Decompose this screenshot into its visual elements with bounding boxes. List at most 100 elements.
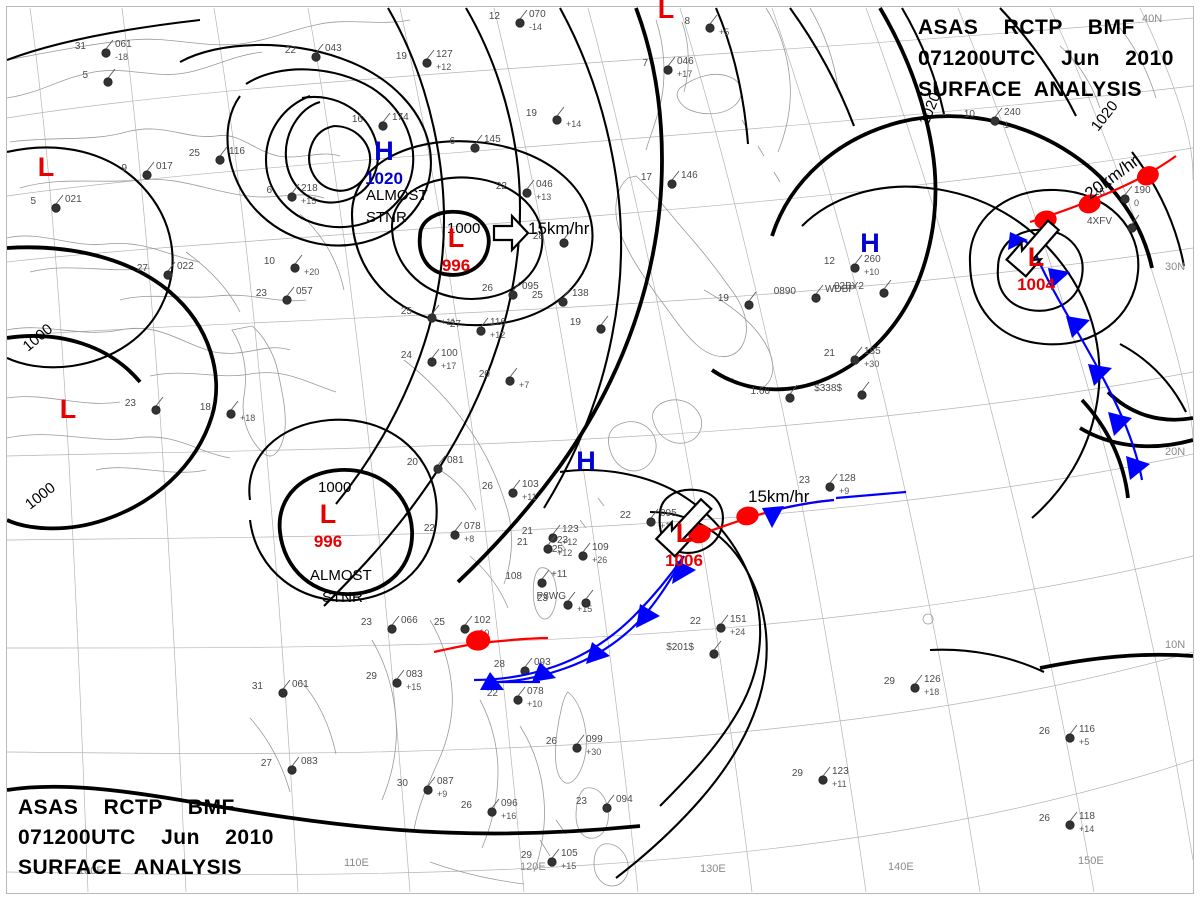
isobar-label: 1000 [318, 479, 351, 496]
station-pressure: 096 [501, 798, 518, 809]
station-pressure-tendency: +12 [557, 548, 572, 558]
station-pressure-tendency: +10 [864, 267, 879, 277]
low-pressure-center: L 1006 [665, 518, 703, 570]
station-plot: 6 145 [449, 134, 501, 153]
station-plot: 25 138 [532, 288, 589, 307]
wind-barb-icon [552, 524, 561, 535]
station-pressure: +11 [551, 569, 568, 580]
station-temperature: 29 [884, 676, 896, 687]
wind-barb-icon [282, 679, 291, 690]
wind-barb-icon [854, 346, 863, 357]
station-plot: 26 099 +30 [546, 734, 603, 757]
station-temperature: 12 [489, 11, 501, 22]
station-temperature: 25 [189, 148, 201, 159]
station-pressure-tendency: +15 [577, 604, 592, 614]
wind-barb-icon [526, 179, 535, 190]
station-temperature: 108 [505, 571, 522, 582]
low-pressure-center: L [38, 152, 55, 182]
wind-barb-icon [562, 288, 571, 299]
station-pressure: 099 [586, 734, 603, 745]
title-top-line3: SURFACE ANALYSIS [918, 78, 1142, 101]
station-pressure: 100 [441, 348, 458, 359]
title-top-line2: 071200UTC Jun 2010 [918, 47, 1174, 70]
station-temperature: 23 [256, 288, 268, 299]
wind-barb-icon [167, 261, 176, 272]
station-pressure: 095 [522, 281, 539, 292]
wind-barb-icon [748, 291, 757, 302]
wind-barb-icon [464, 615, 473, 626]
station-temperature: 25 [434, 617, 446, 628]
station-pressure: 118 [1079, 811, 1095, 822]
wind-barb-icon [861, 381, 870, 392]
wind-barb-icon [512, 479, 521, 490]
warm-front-east [1029, 155, 1177, 230]
station-pressure-tendency: +11 [522, 492, 537, 502]
station-temperature: 25 [552, 544, 564, 555]
wind-barb-icon [519, 9, 528, 20]
wind-barb-icon [1069, 811, 1078, 822]
station-temperature: 4XFV [1087, 216, 1112, 227]
wind-barb-icon [606, 794, 615, 805]
wind-barb-icon [146, 161, 155, 172]
station-pressure-tendency: +15 [561, 861, 576, 871]
wind-barb-icon [431, 348, 440, 359]
almost-stnr-label-line1: ALMOST [366, 187, 428, 204]
station-temperature: 22 [620, 510, 632, 521]
station-temperature: 26 [1039, 813, 1051, 824]
station-plot: 26 103 +11 [482, 479, 539, 502]
station-plot: 7 046 +17 [642, 56, 694, 79]
wind-barb-icon [600, 315, 609, 326]
wind-barb-icon [454, 521, 463, 532]
wind-barb-icon [713, 640, 722, 651]
station-pressure: 190 [1134, 185, 1151, 196]
wind-barb-icon [426, 49, 435, 60]
station-pressure: 145 [484, 134, 501, 145]
wind-barb-icon [480, 317, 489, 328]
station-plot: 28 [533, 229, 572, 248]
wind-barb-icon [294, 254, 303, 265]
station-pressure-tendency: +30 [586, 747, 601, 757]
wind-barb-icon [541, 569, 550, 580]
station-pressure-tendency: -18 [115, 52, 128, 62]
station-pressure-tendency: +12 [562, 537, 577, 547]
station-pressure-tendency: +10 [527, 699, 542, 709]
longitude-lines [29, 7, 1193, 893]
station-pressure: 185 [864, 346, 881, 357]
station-pressure: 260 [864, 254, 881, 265]
station-pressure-tendency: +14 [566, 119, 581, 129]
station-temperature: 6 [449, 136, 455, 147]
station-temperature: 31 [75, 41, 87, 52]
station-plot: 31 061 [252, 679, 309, 698]
high-symbol: H [860, 228, 880, 258]
station-temperature: 10 [964, 109, 976, 120]
map-frame [6, 6, 1194, 894]
station-plot: 9 017 [121, 161, 173, 180]
wind-barb-icon [576, 734, 585, 745]
station-plot: 26 095 [482, 281, 539, 300]
low-pressure-center: L 1004 [1017, 242, 1055, 294]
station-temperature: 9 [121, 163, 127, 174]
wind-barb-icon [437, 455, 446, 466]
low-pressure-center: L [60, 394, 77, 424]
station-plot: 29 126 +18 [884, 674, 941, 697]
high-pressure-center: H [860, 228, 880, 258]
station-temperature: 27 [450, 319, 462, 330]
station-plot: 29 105 +15 [521, 848, 578, 871]
station-temperature: 10 [264, 256, 276, 267]
station-plot: 17 146 [641, 170, 698, 189]
station-pressure: 218 [301, 183, 318, 194]
wind-barb-icon [829, 473, 838, 484]
station-plot: 27 116 +12 [450, 317, 507, 340]
wind-barb-icon [720, 614, 729, 625]
low-pressure-center: L 996 [442, 223, 470, 275]
low-symbol: L [1028, 242, 1045, 272]
low-symbol: L [38, 152, 55, 182]
station-temperature: 29 [521, 850, 533, 861]
wind-barb-icon [556, 106, 565, 117]
longitude-label: 150E [1078, 855, 1104, 867]
station-pressure: 061 [115, 39, 132, 50]
station-pressure: 022 [177, 261, 194, 272]
station-pressure: WDBP [825, 284, 855, 295]
station-temperature: 26 [482, 283, 494, 294]
station-temperature: 28 [533, 231, 545, 242]
